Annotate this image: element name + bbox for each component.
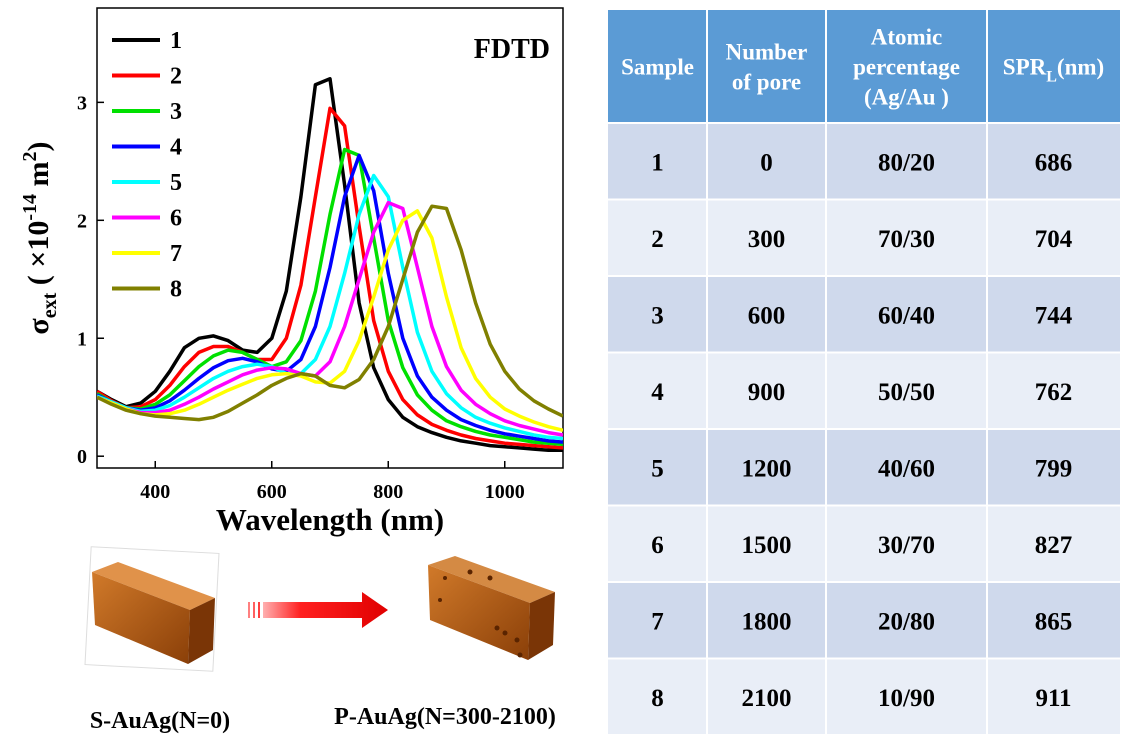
legend-label: 7 — [170, 241, 182, 267]
right-label: P-AuAg(N=300-2100) — [334, 704, 556, 730]
cell: 2100 — [742, 685, 792, 712]
annotation: FDTD — [474, 34, 550, 65]
arrow — [248, 592, 388, 628]
legend-label: 8 — [170, 277, 182, 303]
header: (Ag/Au ) — [864, 85, 949, 110]
legend-label: 4 — [170, 135, 182, 161]
cell: 744 — [1035, 302, 1073, 329]
y-tick-label: 2 — [77, 210, 87, 232]
y-tick-label: 1 — [77, 328, 87, 350]
cell: 70/30 — [878, 226, 935, 253]
cell: 0 — [760, 149, 773, 176]
x-tick-label: 600 — [257, 481, 287, 503]
cell: 865 — [1035, 608, 1073, 635]
cell: 704 — [1035, 226, 1073, 253]
table: 1 0 80/20 686 2 300 70/30 704 3 600 60/40 744 4 900 50… — [608, 0, 1123, 738]
x-tick-label: 400 — [140, 481, 170, 503]
y-tick-label: 0 — [77, 446, 87, 468]
header: of pore — [732, 70, 801, 95]
cell: 2 — [651, 226, 664, 253]
cell: 3 — [651, 302, 664, 329]
cell: 40/60 — [878, 455, 935, 482]
cell: 10/90 — [878, 685, 935, 712]
cell: 1200 — [742, 455, 792, 482]
cell: 799 — [1035, 455, 1073, 482]
cell: 4 — [651, 379, 664, 406]
header: Number — [726, 40, 808, 65]
legend-label: 1 — [170, 28, 182, 54]
header-part: SPR — [1003, 55, 1047, 80]
cell: 1 — [651, 149, 664, 176]
cell: 900 — [748, 379, 786, 406]
legend-label: 6 — [170, 206, 182, 232]
figure: FDTD Wavelength (nm) σext ( ×10-14 m2) S… — [0, 0, 1123, 738]
header: percentage — [853, 55, 960, 80]
cell: 1800 — [742, 608, 792, 635]
porous-block — [428, 556, 555, 660]
legend-label: 5 — [170, 170, 182, 196]
header: Sample — [621, 55, 694, 80]
cell: 60/40 — [878, 302, 935, 329]
header-sub: L — [1046, 69, 1057, 86]
left-label: S-AuAg(N=0) — [90, 708, 230, 734]
y-tick-label: 3 — [77, 92, 87, 114]
cell: 30/70 — [878, 532, 935, 559]
cell: 600 — [748, 302, 786, 329]
cell: 80/20 — [878, 149, 935, 176]
cell: 7 — [651, 608, 664, 635]
cell: 300 — [748, 226, 786, 253]
cell: 911 — [1035, 685, 1071, 712]
x-axis-label: Wavelength (nm) — [216, 502, 444, 537]
cell: 50/50 — [878, 379, 935, 406]
x-tick-label: 1000 — [485, 481, 525, 503]
cell: 686 — [1035, 149, 1073, 176]
cell: 1500 — [742, 532, 792, 559]
header: Atomic — [871, 25, 943, 50]
cell: 5 — [651, 455, 664, 482]
cell: 8 — [651, 685, 664, 712]
y-axis-label: σext ( ×10-14 m2) — [19, 141, 61, 334]
x-tick-label: 800 — [373, 481, 403, 503]
header-part: (nm) — [1057, 55, 1104, 80]
cell: 6 — [651, 532, 664, 559]
legend-label: 3 — [170, 99, 182, 125]
cell: 20/80 — [878, 608, 935, 635]
cell: 762 — [1035, 379, 1073, 406]
solid-block — [85, 547, 219, 672]
chart: FDTD Wavelength (nm) σext ( ×10-14 m2) S… — [0, 0, 600, 738]
legend-label: 2 — [170, 64, 182, 90]
cell: 827 — [1035, 532, 1073, 559]
